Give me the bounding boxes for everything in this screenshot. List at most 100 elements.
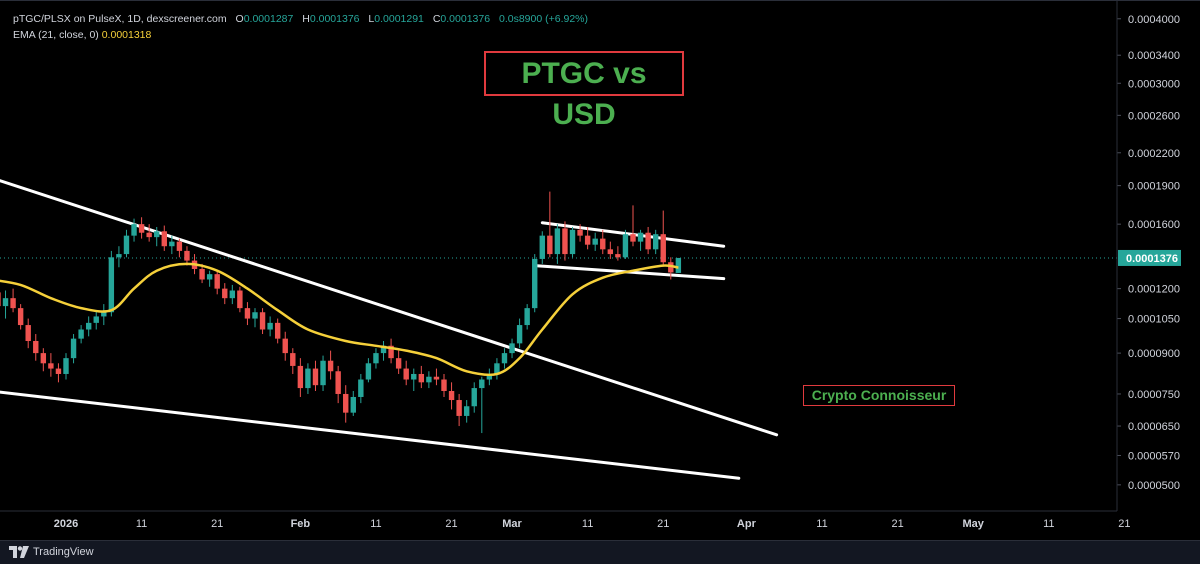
candle	[78, 325, 84, 344]
tradingview-brand[interactable]: TradingView	[9, 546, 94, 558]
candle	[630, 205, 636, 247]
chart-title: PTGC vs USD	[484, 51, 684, 131]
candle	[426, 371, 432, 389]
candle	[327, 350, 334, 380]
trendline[interactable]	[0, 178, 779, 437]
candle-body	[237, 290, 243, 309]
candle	[10, 288, 16, 313]
legend-line-1: pTGC/PLSX on PulseX, 1D, dexscreener.com…	[13, 11, 588, 27]
candle-body	[2, 298, 9, 307]
ema-line	[0, 262, 679, 377]
candle-body	[259, 312, 266, 330]
candle	[123, 229, 130, 258]
ema-label: EMA (21, close, 0)	[13, 29, 99, 41]
candle-body	[297, 365, 304, 389]
candle	[222, 283, 228, 305]
candle	[637, 229, 644, 251]
candle	[93, 310, 99, 330]
candle	[668, 257, 674, 280]
candle-body	[350, 396, 356, 413]
x-tick-label: 11	[582, 518, 593, 530]
candle-body	[388, 345, 394, 359]
author-watermark: Crypto Connoisseur	[803, 385, 955, 406]
candle-body	[116, 254, 122, 258]
candle	[660, 210, 666, 266]
candle-body	[584, 235, 591, 245]
candle	[343, 385, 349, 423]
chart-legend: pTGC/PLSX on PulseX, 1D, dexscreener.com…	[13, 11, 588, 43]
candle	[441, 373, 447, 397]
candle-body	[244, 308, 251, 319]
candle	[17, 304, 24, 330]
y-tick-label: 0.0001050	[1128, 314, 1180, 326]
price-tag-label: 0.0001376	[1126, 253, 1178, 265]
candle-body	[569, 229, 576, 255]
candle-body	[85, 322, 92, 330]
candle-body	[675, 257, 682, 273]
candle	[615, 246, 621, 261]
candle-body	[123, 235, 130, 255]
x-tick-label: 21	[891, 518, 903, 530]
y-tick-label: 0.0000570	[1128, 450, 1180, 462]
candle	[320, 355, 326, 392]
chart-panel[interactable]: 0.0004000 0.0003400 0.0003000 0.0002600 0.00…	[0, 0, 1200, 540]
ohlc-high: H0.0001376	[302, 13, 360, 25]
x-tick-label: 11	[1043, 518, 1054, 530]
candle-body	[176, 241, 183, 251]
candle	[622, 229, 629, 259]
candle-body	[199, 268, 205, 280]
candle	[524, 304, 530, 330]
candle-body	[146, 232, 152, 238]
y-tick-label: 0.0000500	[1128, 480, 1180, 492]
candle	[161, 225, 167, 251]
candle-body	[17, 308, 24, 326]
y-tick-label: 0.0003000	[1128, 78, 1180, 90]
candle-body	[411, 373, 417, 380]
candle	[85, 316, 92, 337]
candle-body	[395, 358, 402, 369]
candle	[335, 365, 341, 404]
x-tick-label: 21	[1118, 518, 1130, 530]
candle-body	[70, 338, 77, 359]
x-tick-label: 11	[370, 518, 381, 530]
candle	[607, 241, 614, 259]
candle-body	[229, 290, 236, 299]
candle	[358, 373, 364, 404]
candle-body	[327, 360, 334, 372]
y-tick-label: 0.0002600	[1128, 110, 1180, 122]
ohlc-open: O0.0001287	[235, 13, 294, 25]
candle	[131, 218, 137, 242]
candle-body	[78, 329, 84, 339]
candle	[199, 263, 205, 284]
x-tick-label: Feb	[291, 518, 311, 530]
candle-body	[365, 363, 372, 380]
y-tick-label: 0.0000750	[1128, 389, 1180, 401]
candle-body	[358, 379, 364, 397]
candle-body	[418, 373, 425, 383]
x-tick-label: 21	[211, 518, 223, 530]
y-tick-label: 0.0004000	[1128, 14, 1180, 26]
candle	[463, 400, 470, 423]
candle	[252, 308, 258, 328]
candle-body	[433, 376, 440, 380]
candle-body	[554, 228, 561, 255]
candle	[675, 257, 682, 273]
price-change: 0.0s8900 (+6.92%)	[498, 13, 589, 25]
price-chart[interactable]: 0.0004000 0.0003400 0.0003000 0.0002600 0.00…	[0, 1, 1200, 541]
candle	[116, 246, 122, 268]
trendline[interactable]	[0, 390, 741, 480]
candle	[70, 334, 77, 364]
candle-body	[660, 234, 666, 263]
candle	[554, 224, 561, 264]
x-tick-label: 21	[657, 518, 669, 530]
candle	[539, 231, 545, 264]
candle-body	[335, 371, 341, 394]
candle-body	[509, 343, 515, 354]
candle	[471, 382, 477, 413]
candle	[63, 353, 69, 380]
candle-body	[138, 224, 145, 233]
price-tag-bg	[1118, 249, 1181, 266]
tradingview-logo-icon	[9, 546, 29, 558]
candle	[380, 340, 387, 361]
